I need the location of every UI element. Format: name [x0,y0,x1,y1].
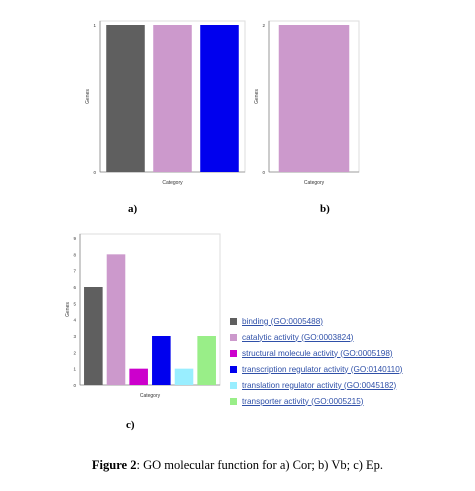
y-tick-label: 0 [73,383,76,388]
legend-item: binding (GO:0005488) [230,313,470,329]
legend-item: transporter activity (GO:0005215) [230,393,470,409]
caption-figure-number: Figure 2 [91,458,137,472]
legend-swatch [230,317,237,325]
y-tick-label: 7 [73,269,76,274]
legend-item: transcription regulator activity (GO:014… [230,361,470,377]
y-tick-label: 5 [73,301,76,306]
bar-5 [174,368,194,385]
legend-swatch [230,381,237,389]
bar-4 [152,336,171,385]
chart-a: 0 1 Category Genes [84,15,247,190]
x-axis-label: Category [162,180,183,186]
legend: binding (GO:0005488) catalytic activity (… [230,313,470,409]
y-tick-label: 3 [73,334,76,339]
caption-text: : GO molecular function for a) Cor; b) V… [136,458,384,472]
x-axis-label: Category [304,180,325,186]
y-axis-label: Genes [85,89,91,104]
x-axis-label: Category [140,393,161,399]
legend-link[interactable]: translation regulator activity (GO:00451… [242,380,397,390]
y-tick-label: 8 [73,252,76,257]
legend-swatch [230,333,237,341]
chart-b-svg: 0 2 Category Genes [254,20,360,186]
chart-c-svg: 0 1 2 3 4 5 6 7 8 9 Category Genes [65,233,221,399]
y-tick-label: 0 [262,170,265,175]
panel-label-a: a) [128,203,138,215]
bar-1 [84,287,103,385]
y-axis-label: Genes [65,302,71,317]
chart-a-svg: 0 1 Category Genes [85,20,246,186]
y-tick-label: 2 [262,23,265,28]
chart-b: 0 2 Category Genes [253,15,361,190]
legend-swatch [230,349,237,357]
y-tick-label: 9 [73,236,76,241]
chart-c: 0 1 2 3 4 5 6 7 8 9 Category Genes [64,228,222,403]
legend-link[interactable]: catalytic activity (GO:0003824) [242,332,354,342]
legend-item: catalytic activity (GO:0003824) [230,329,470,345]
legend-link[interactable]: transcription regulator activity (GO:014… [242,364,403,374]
y-tick-label: 1 [93,23,96,28]
plot-area [79,233,221,386]
y-axis-label: Genes [254,89,260,104]
y-tick-label: 0 [93,170,96,175]
bar-6 [197,336,216,385]
legend-swatch [230,365,237,373]
bar-2 [153,25,192,172]
bar-1 [106,25,145,172]
legend-link[interactable]: binding (GO:0005488) [242,316,324,326]
bar-3 [200,25,239,172]
figure-caption: Figure 2: GO molecular function for a) C… [0,458,475,473]
panel-label-c: c) [126,419,135,431]
legend-link[interactable]: structural molecule activity (GO:0005198… [242,348,393,358]
y-tick-label: 4 [73,318,76,323]
legend-swatch [230,397,237,405]
y-tick-label: 2 [73,350,76,355]
y-tick-label: 1 [73,367,76,372]
y-tick-label: 6 [73,285,76,290]
panel-label-b: b) [320,203,330,215]
legend-item: translation regulator activity (GO:00451… [230,377,470,393]
legend-item: structural molecule activity (GO:0005198… [230,345,470,361]
bar-1 [278,25,350,172]
bar-3 [129,368,148,385]
bar-2 [106,254,126,385]
legend-link[interactable]: transporter activity (GO:0005215) [242,396,364,406]
